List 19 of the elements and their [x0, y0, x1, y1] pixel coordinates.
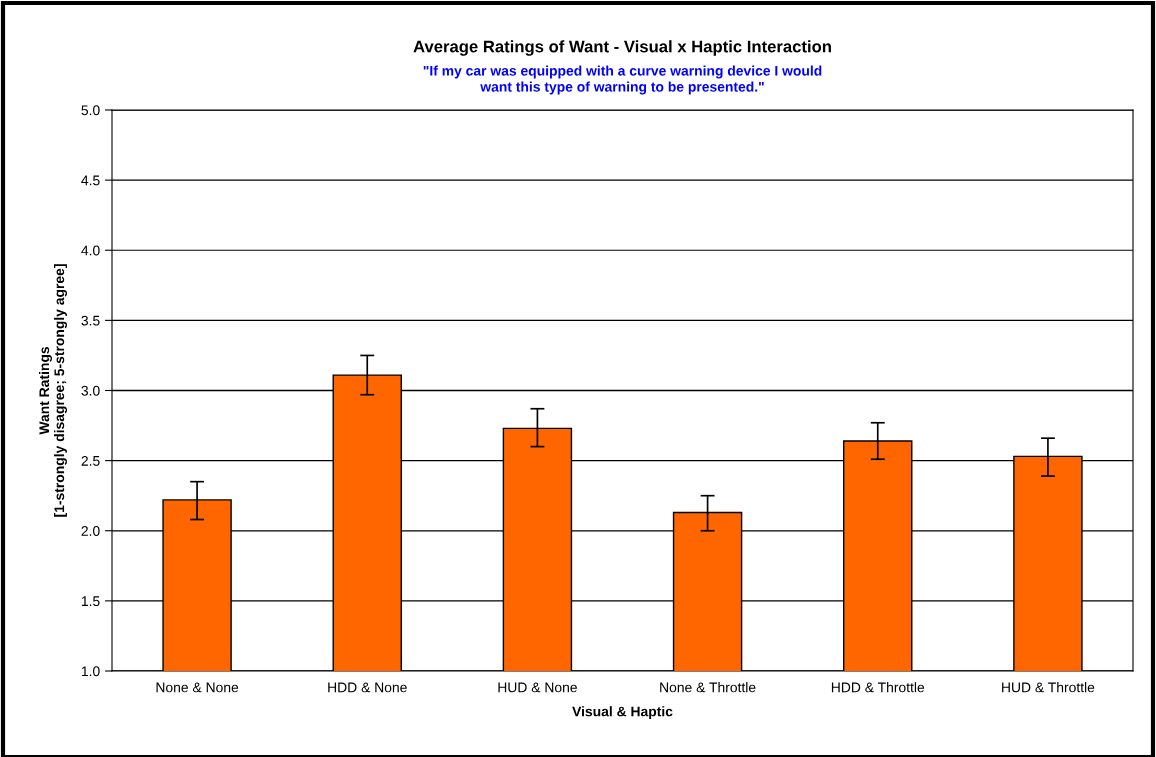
x-tick-label: HUD & Throttle [1002, 682, 1095, 693]
chart-title: Average Ratings of Want - Visual x Haptic Interaction [413, 40, 831, 56]
x-tick-label: None & Throttle [660, 682, 756, 693]
y-tick-label: 4.0 [81, 245, 100, 256]
y-tick-label: 1.5 [81, 596, 100, 607]
y-tick-label: 1.0 [81, 666, 100, 677]
y-tick-label: 3.5 [81, 315, 100, 326]
x-tick-label: None & None [156, 682, 239, 693]
y-tick-label: 5.0 [81, 105, 100, 116]
y-tick-label: 2.5 [81, 455, 100, 466]
y-axis-title: Want Ratings [1-strongly disagree; 5-strongly agree] [38, 264, 67, 517]
x-tick-label: HUD & None [498, 682, 577, 693]
x-axis-title: Visual & Haptic [572, 706, 673, 720]
chart-subtitle: "If my car was equipped with a curve warning device I would want this type of warning to be presented." [423, 65, 822, 95]
y-tick-label: 4.5 [81, 175, 100, 186]
x-tick-label: HDD & Throttle [831, 682, 925, 693]
y-tick-label: 2.0 [81, 526, 100, 536]
y-tick-label: 3.0 [81, 385, 100, 396]
x-tick-label: HDD & None [328, 682, 407, 693]
